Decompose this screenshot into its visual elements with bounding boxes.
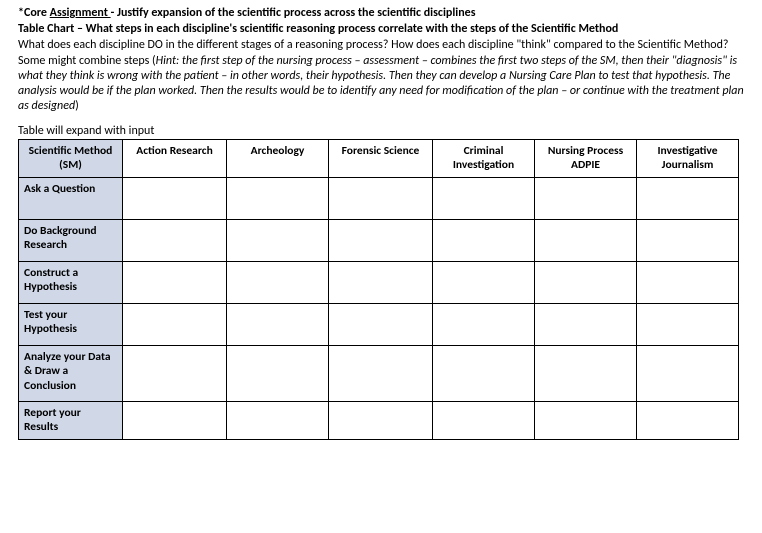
table-cell bbox=[227, 304, 329, 346]
table-cell bbox=[227, 402, 329, 440]
table-cell bbox=[637, 220, 739, 262]
core-assignment-heading: *Core Assignment - Justify expansion of … bbox=[18, 6, 744, 21]
table-cell bbox=[433, 262, 535, 304]
para2-lead: Some might combine steps ( bbox=[18, 54, 156, 68]
table-cell bbox=[637, 178, 739, 220]
table-cell bbox=[123, 346, 227, 402]
row-label-ask-question: Ask a Question bbox=[19, 178, 123, 220]
table-cell bbox=[123, 178, 227, 220]
heading-assignment-word: Assignment bbox=[50, 6, 111, 20]
table-cell bbox=[433, 402, 535, 440]
table-cell bbox=[123, 262, 227, 304]
table-cell bbox=[123, 402, 227, 440]
table-cell bbox=[329, 178, 433, 220]
table-cell bbox=[329, 304, 433, 346]
col-header-archeology: Archeology bbox=[227, 140, 329, 178]
table-cell bbox=[535, 304, 637, 346]
table-row: Do Background Research bbox=[19, 220, 739, 262]
table-row: Report your Results bbox=[19, 402, 739, 440]
table-cell bbox=[329, 402, 433, 440]
table-cell bbox=[535, 346, 637, 402]
col-header-investigative-journalism: Investigative Journalism bbox=[637, 140, 739, 178]
row-label-report-results: Report your Results bbox=[19, 402, 123, 440]
table-cell bbox=[227, 220, 329, 262]
table-cell bbox=[433, 178, 535, 220]
table-row: Construct a Hypothesis bbox=[19, 262, 739, 304]
table-header-row: Scientific Method (SM) Action Research A… bbox=[19, 140, 739, 178]
subheading: Table Chart – What steps in each discipl… bbox=[18, 22, 744, 37]
col-header-nursing-process: Nursing Process ADPIE bbox=[535, 140, 637, 178]
table-row: Analyze your Data & Draw a Conclusion bbox=[19, 346, 739, 402]
heading-after: - Justify expansion of the scientific pr… bbox=[111, 6, 476, 20]
table-cell bbox=[227, 178, 329, 220]
table-cell bbox=[329, 220, 433, 262]
table-cell bbox=[329, 262, 433, 304]
paragraph-1: What does each discipline DO in the diff… bbox=[18, 38, 744, 53]
table-cell bbox=[637, 262, 739, 304]
table-cell bbox=[535, 220, 637, 262]
col-header-scientific-method: Scientific Method (SM) bbox=[19, 140, 123, 178]
table-cell bbox=[535, 262, 637, 304]
row-label-test-hypothesis: Test your Hypothesis bbox=[19, 304, 123, 346]
table-cell bbox=[123, 304, 227, 346]
table-cell bbox=[227, 346, 329, 402]
table-row: Ask a Question bbox=[19, 178, 739, 220]
table-cell bbox=[123, 220, 227, 262]
table-cell bbox=[637, 304, 739, 346]
table-cell bbox=[637, 402, 739, 440]
table-row: Test your Hypothesis bbox=[19, 304, 739, 346]
paragraph-2: Some might combine steps (Hint: the firs… bbox=[18, 54, 744, 114]
table-cell bbox=[433, 220, 535, 262]
table-expand-note: Table will expand with input bbox=[18, 124, 744, 139]
row-label-construct-hypothesis: Construct a Hypothesis bbox=[19, 262, 123, 304]
table-cell bbox=[433, 346, 535, 402]
row-label-background-research: Do Background Research bbox=[19, 220, 123, 262]
col-header-criminal-investigation: Criminal Investigation bbox=[433, 140, 535, 178]
row-label-analyze-data: Analyze your Data & Draw a Conclusion bbox=[19, 346, 123, 402]
scientific-method-table: Scientific Method (SM) Action Research A… bbox=[18, 139, 739, 440]
col-header-action-research: Action Research bbox=[123, 140, 227, 178]
para2-tail: ) bbox=[75, 99, 79, 113]
table-cell bbox=[433, 304, 535, 346]
table-cell bbox=[227, 262, 329, 304]
table-cell bbox=[637, 346, 739, 402]
table-cell bbox=[329, 346, 433, 402]
table-cell bbox=[535, 178, 637, 220]
col-header-forensic-science: Forensic Science bbox=[329, 140, 433, 178]
table-cell bbox=[535, 402, 637, 440]
heading-prefix: *Core bbox=[18, 6, 50, 20]
